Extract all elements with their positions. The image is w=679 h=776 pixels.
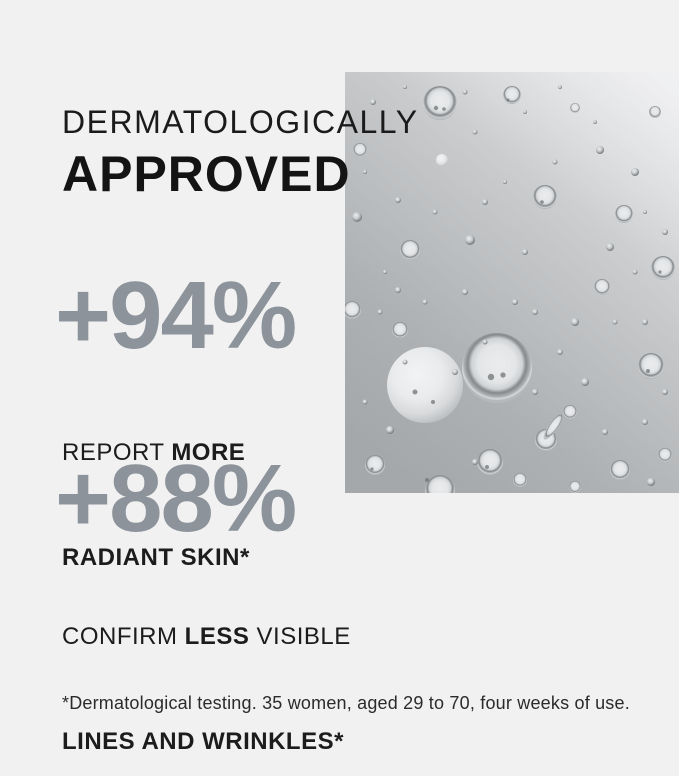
heading-line-1: DERMATOLOGICALLY — [62, 104, 419, 140]
stat-caption-wrinkles-line-2: LINES AND WRINKLES* — [62, 728, 344, 755]
stat-caption-wrinkles: CONFIRM LESS VISIBLE LINES AND WRINKLES* — [62, 549, 351, 776]
stat-value-wrinkles: +88% — [55, 445, 297, 552]
caption-text-bold: LESS — [184, 623, 250, 650]
caption-text: REPORT — [62, 439, 172, 466]
caption-text: CONFIRM — [62, 623, 185, 650]
stat-caption-radiance-line-1: REPORT MORE — [62, 435, 250, 470]
bubble-layer — [345, 85, 675, 493]
droplet-streak — [543, 414, 563, 440]
photo-light-sheen — [345, 72, 679, 493]
stat-caption-radiance: REPORT MORE RADIANT SKIN* — [62, 365, 250, 645]
serum-bubbles-photo — [345, 72, 679, 493]
heading-line-2: APPROVED — [62, 146, 351, 202]
stat-caption-radiance-line-2: RADIANT SKIN* — [62, 544, 250, 571]
footnote: *Dermatological testing. 35 women, aged … — [62, 693, 630, 713]
stat-value-radiance: +94% — [55, 262, 297, 369]
caption-text: VISIBLE — [249, 623, 351, 650]
stat-caption-wrinkles-line-1: CONFIRM LESS VISIBLE — [62, 619, 351, 654]
heading: DERMATOLOGICALLY APPROVED — [62, 106, 419, 199]
caption-text-bold: MORE — [171, 439, 246, 466]
